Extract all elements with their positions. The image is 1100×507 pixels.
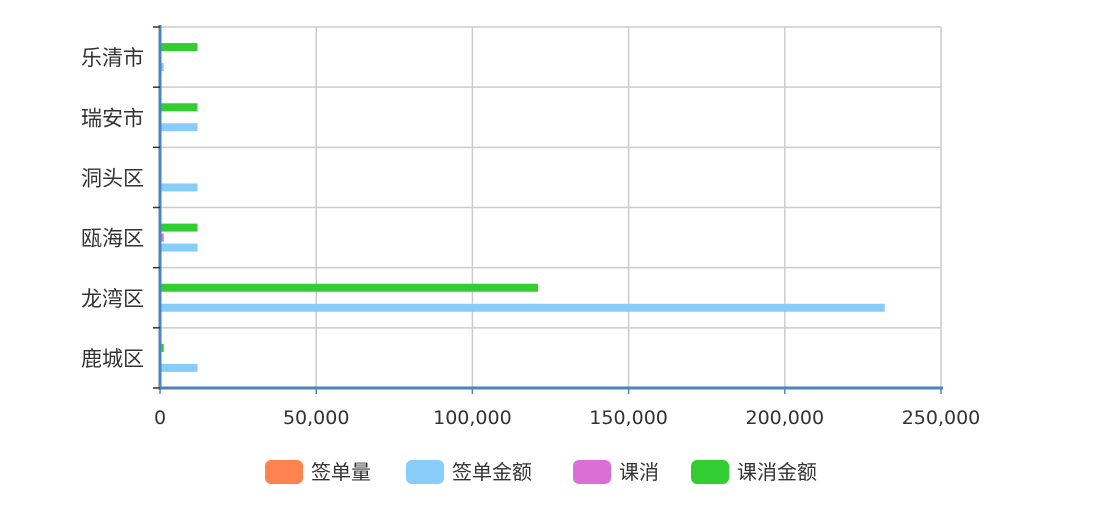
- x-tick-label: 100,000: [433, 407, 512, 429]
- x-tick-label: 50,000: [283, 407, 349, 429]
- legend-swatch: [265, 460, 303, 484]
- legend-label: 签单金额: [452, 460, 532, 484]
- legend-item-课消金额[interactable]: 课消金额: [691, 460, 817, 484]
- bar-课消-瓯海区[interactable]: [160, 233, 164, 242]
- x-tick-label: 150,000: [589, 407, 668, 429]
- legend-swatch: [406, 460, 444, 484]
- legend-item-签单金额[interactable]: 签单金额: [406, 460, 532, 484]
- legend-swatch: [691, 460, 729, 484]
- legend-item-课消[interactable]: 课消: [573, 460, 659, 484]
- x-tick-label: 250,000: [902, 407, 981, 429]
- bar-课消金额-瑞安市[interactable]: [160, 103, 198, 112]
- bar-签单金额-龙湾区[interactable]: [160, 303, 885, 312]
- y-category-label: 瓯海区: [81, 227, 144, 251]
- y-axis-labels: 鹿城区 龙湾区 瓯海区 洞头区 瑞安市 乐清市: [81, 46, 144, 371]
- y-category-label: 龙湾区: [81, 287, 144, 311]
- legend-label: 课消金额: [737, 460, 817, 484]
- y-category-label: 洞头区: [81, 166, 144, 190]
- legend-label: 签单量: [311, 460, 371, 484]
- legend-item-签单量[interactable]: 签单量: [265, 460, 371, 484]
- axes: [153, 25, 943, 394]
- bar-签单金额-瑞安市[interactable]: [160, 123, 198, 132]
- bars: [160, 43, 885, 372]
- legend-swatch: [573, 460, 611, 484]
- legend[interactable]: 签单量 签单金额 课消 课消金额: [265, 460, 817, 484]
- x-tick-label: 0: [154, 407, 166, 429]
- bar-签单金额-鹿城区[interactable]: [160, 363, 198, 372]
- y-category-label: 乐清市: [81, 46, 144, 70]
- bar-课消金额-乐清市[interactable]: [160, 43, 198, 52]
- bar-课消金额-龙湾区[interactable]: [160, 283, 539, 292]
- legend-label: 课消: [619, 460, 659, 484]
- bar-课消金额-瓯海区[interactable]: [160, 223, 198, 232]
- x-axis-ticks: 0 50,000 100,000 150,000 200,000 250,000: [154, 407, 980, 429]
- y-category-label: 瑞安市: [81, 106, 144, 130]
- bar-课消金额-鹿城区[interactable]: [160, 343, 164, 352]
- bar-签单金额-乐清市[interactable]: [160, 63, 164, 72]
- y-category-label: 鹿城区: [81, 347, 144, 371]
- bar-签单金额-洞头区[interactable]: [160, 183, 198, 192]
- x-tick-label: 200,000: [746, 407, 825, 429]
- bar-签单金额-瓯海区[interactable]: [160, 243, 198, 252]
- grid-lines: [159, 26, 942, 389]
